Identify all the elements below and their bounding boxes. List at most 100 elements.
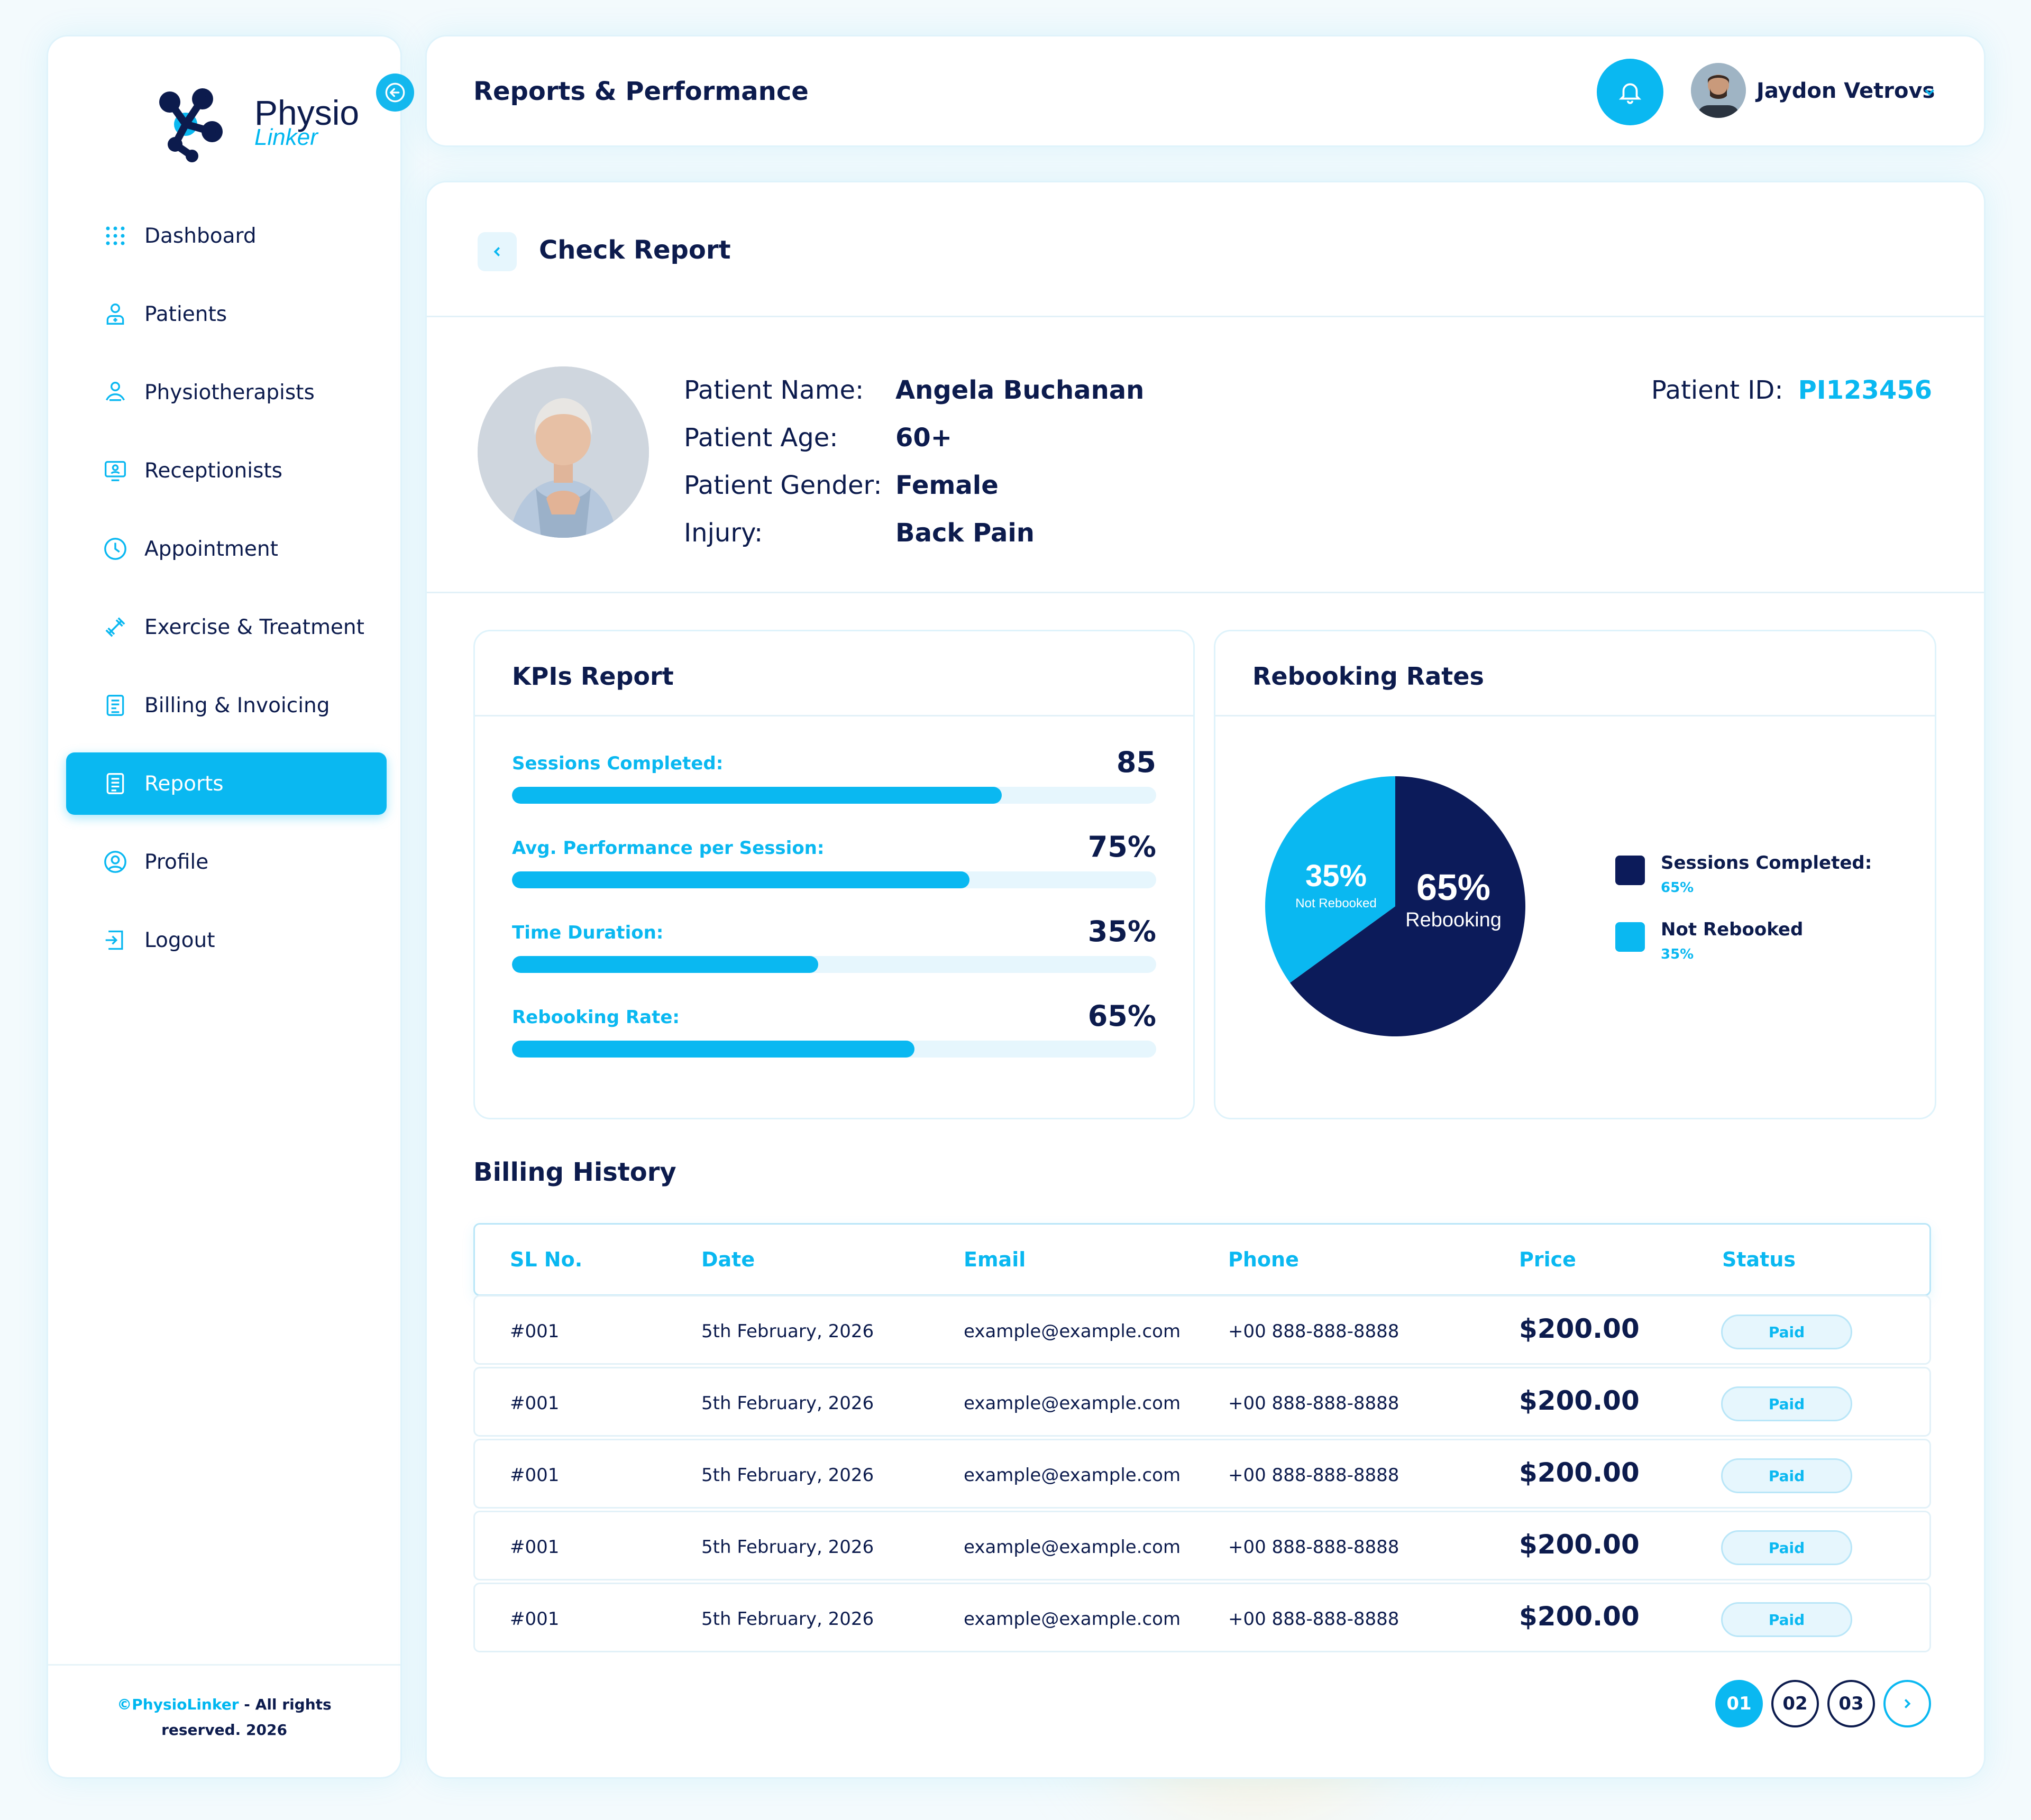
pie-slice-rebooking[interactable] xyxy=(1289,776,1525,1036)
patient-id: Patient ID: PI123456 xyxy=(1651,366,1932,414)
cell-email: example@example.com xyxy=(964,1465,1181,1486)
sidebar-item-patients[interactable]: Patients xyxy=(66,283,387,345)
patient-info: Patient Name: Angela Buchanan Patient Ag… xyxy=(684,366,1144,557)
arrow-left-icon xyxy=(385,82,405,103)
chevron-down-icon[interactable] xyxy=(1922,84,1937,102)
table-row[interactable]: #001 5th February, 2026 example@example.co… xyxy=(473,1511,1931,1580)
status-badge: Paid xyxy=(1721,1315,1852,1349)
sidebar-item-exercise[interactable]: Exercise & Treatment xyxy=(66,596,387,658)
sidebar-item-receptionists[interactable]: Receptionists xyxy=(66,439,387,502)
sidebar-item-appointment[interactable]: Appointment xyxy=(66,518,387,580)
status-badge: Paid xyxy=(1721,1386,1852,1421)
footer-year: reserved. 2026 xyxy=(161,1721,287,1739)
rebooking-pie-chart: 65% Rebooking 35% Not Rebooked xyxy=(1265,776,1525,1036)
column-header-date[interactable]: Date xyxy=(701,1248,755,1271)
kpi-report-card: KPIs Report Sessions Completed: 85 Avg. … xyxy=(473,630,1195,1119)
status-badge: Paid xyxy=(1721,1530,1852,1565)
sidebar-item-billing[interactable]: Billing & Invoicing xyxy=(66,674,387,737)
pie-label-rebooking-pct: 65% xyxy=(1416,867,1490,908)
patient-age-row: Patient Age: 60+ xyxy=(684,414,1144,462)
sidebar-item-reports[interactable]: Reports xyxy=(66,752,387,815)
patient-injury-label: Injury: xyxy=(684,518,763,548)
sidebar-item-dashboard[interactable]: Dashboard xyxy=(66,205,387,267)
cell-date: 5th February, 2026 xyxy=(701,1393,874,1414)
cell-sl: #001 xyxy=(510,1608,560,1630)
page-button-03[interactable]: 03 xyxy=(1827,1680,1875,1727)
cell-price: $200.00 xyxy=(1519,1457,1640,1488)
table-header: SL No. Date Email Phone Price Status xyxy=(473,1223,1931,1296)
profile-icon xyxy=(102,849,129,875)
avatar-image-icon xyxy=(1691,63,1746,118)
column-header-sl[interactable]: SL No. xyxy=(510,1248,583,1271)
top-header: Reports & Performance Jaydon Vetrovs xyxy=(425,35,1986,147)
collapse-sidebar-button[interactable] xyxy=(376,73,414,112)
page-button-01[interactable]: 01 xyxy=(1715,1680,1763,1727)
kpi-progress-track xyxy=(512,956,1156,973)
cell-email: example@example.com xyxy=(964,1393,1181,1414)
physio-icon xyxy=(102,379,129,406)
kpi-report-title: KPIs Report xyxy=(512,662,674,691)
user-avatar[interactable] xyxy=(1691,63,1746,118)
kpi-value: 75% xyxy=(1087,830,1156,863)
legend-label: Not Rebooked xyxy=(1661,919,1804,940)
column-header-price[interactable]: Price xyxy=(1519,1248,1576,1271)
divider xyxy=(475,715,1193,716)
cell-email: example@example.com xyxy=(964,1537,1181,1558)
sidebar-item-profile[interactable]: Profile xyxy=(66,831,387,893)
table-row[interactable]: #001 5th February, 2026 example@example.co… xyxy=(473,1583,1931,1652)
rebooking-rates-card: Rebooking Rates 65% Rebooking 35% Not Re… xyxy=(1214,630,1936,1119)
kpi-label: Time Duration: xyxy=(512,922,664,943)
cell-sl: #001 xyxy=(510,1537,560,1558)
cell-phone: +00 888-888-8888 xyxy=(1228,1393,1399,1414)
legend-swatch xyxy=(1615,856,1645,885)
rebooking-rates-title: Rebooking Rates xyxy=(1252,662,1484,691)
logo: Physio Linker xyxy=(154,71,359,177)
sidebar-item-label: Exercise & Treatment xyxy=(144,615,364,639)
footer-brand: ©PhysioLinker xyxy=(117,1696,239,1713)
patient-gender-row: Patient Gender: Female xyxy=(684,462,1144,509)
check-report-title: Check Report xyxy=(539,235,731,265)
table-row[interactable]: #001 5th February, 2026 example@example.co… xyxy=(473,1367,1931,1437)
cell-price: $200.00 xyxy=(1519,1385,1640,1416)
column-header-email[interactable]: Email xyxy=(964,1248,1026,1271)
table-row[interactable]: #001 5th February, 2026 example@example.co… xyxy=(473,1295,1931,1365)
kpi-label: Rebooking Rate: xyxy=(512,1007,680,1028)
logo-word-linker: Linker xyxy=(254,124,318,150)
sidebar-item-label: Dashboard xyxy=(144,224,257,248)
cell-email: example@example.com xyxy=(964,1321,1181,1342)
column-header-phone[interactable]: Phone xyxy=(1228,1248,1299,1271)
legend-value: 65% xyxy=(1661,880,1694,896)
sidebar-item-logout[interactable]: Logout xyxy=(66,909,387,971)
patient-id-label: Patient ID: xyxy=(1651,375,1783,405)
user-name[interactable]: Jaydon Vetrovs xyxy=(1756,79,1935,103)
pie-slice-not-rebooked[interactable] xyxy=(1265,776,1395,983)
receptionist-icon xyxy=(102,457,129,484)
patient-name-label: Patient Name: xyxy=(684,375,864,405)
kpi-progress-track xyxy=(512,871,1156,888)
back-button[interactable] xyxy=(478,232,517,271)
sidebar-item-physiotherapists[interactable]: Physiotherapists xyxy=(66,361,387,424)
kpi-progress-fill xyxy=(512,956,818,973)
column-header-status[interactable]: Status xyxy=(1722,1248,1796,1271)
patient-age-label: Patient Age: xyxy=(684,423,838,453)
grid-icon xyxy=(102,223,129,249)
sidebar: Physio Linker Dashboard Patients Physiot… xyxy=(47,35,414,1779)
logo-mark-icon xyxy=(159,88,223,162)
cell-sl: #001 xyxy=(510,1393,560,1414)
sidebar-item-label: Receptionists xyxy=(144,458,283,483)
divider xyxy=(1215,715,1935,716)
pie-label-rebooking: Rebooking xyxy=(1405,909,1502,931)
sidebar-item-label: Appointment xyxy=(144,537,278,561)
patient-gender-label: Patient Gender: xyxy=(684,471,882,500)
next-page-button[interactable] xyxy=(1883,1680,1931,1727)
legend-value: 35% xyxy=(1661,946,1694,962)
notification-button[interactable] xyxy=(1597,59,1663,125)
cell-date: 5th February, 2026 xyxy=(701,1465,874,1486)
patient-id-value: PI123456 xyxy=(1798,375,1932,405)
divider xyxy=(427,316,1984,317)
table-row[interactable]: #001 5th February, 2026 example@example.co… xyxy=(473,1439,1931,1509)
sidebar-footer: ©PhysioLinker - All rights reserved. 202… xyxy=(48,1664,400,1777)
pie-label-not-rebooked: Not Rebooked xyxy=(1295,896,1376,911)
page-button-02[interactable]: 02 xyxy=(1771,1680,1819,1727)
cell-email: example@example.com xyxy=(964,1608,1181,1630)
